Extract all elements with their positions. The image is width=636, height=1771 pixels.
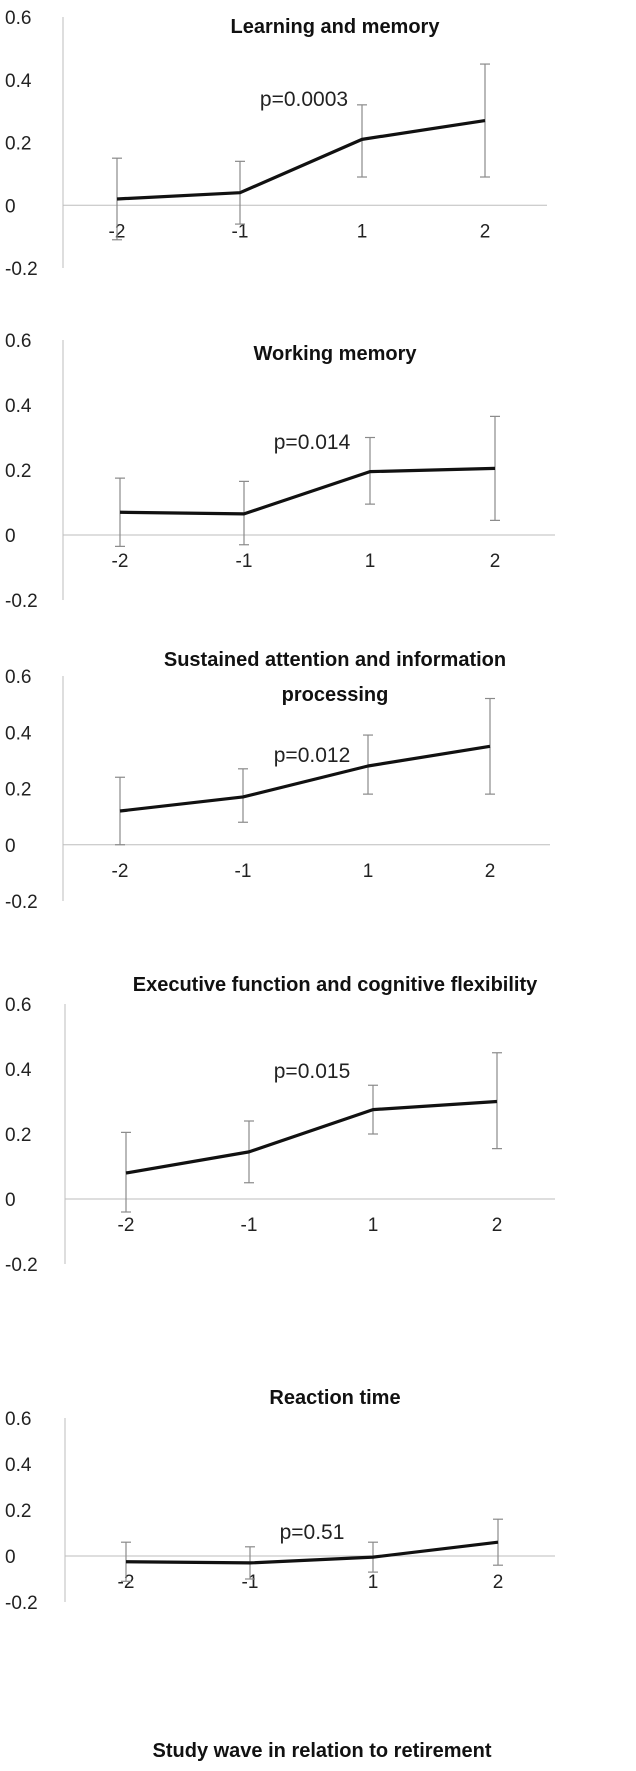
x-tick-label: -1 — [236, 551, 253, 572]
y-tick-label: -0.2 — [5, 259, 38, 280]
y-tick-label: 0.2 — [5, 1501, 31, 1522]
y-tick-label: 0.4 — [5, 396, 32, 417]
y-tick-label: 0 — [5, 526, 16, 547]
chart-panel-3: 0.6 0.4 0.2 0 -0.2 -2 -1 1 2 Sustained attention … — [5, 649, 550, 913]
x-tick-label: 2 — [490, 551, 501, 572]
y-tick-label: 0.4 — [5, 1060, 32, 1081]
x-tick-label: -2 — [118, 1215, 135, 1236]
series-line — [125, 1099, 498, 1175]
y-tick-label: 0.4 — [5, 723, 32, 744]
chart-title: Executive function and cognitive flexibi… — [133, 974, 538, 996]
p-value-annotation: p=0.014 — [274, 431, 351, 454]
series-line — [119, 744, 491, 813]
x-tick-label: 1 — [363, 861, 374, 882]
p-value-annotation: p=0.012 — [274, 744, 351, 767]
chart-title: Learning and memory — [231, 16, 441, 38]
series-line — [119, 466, 496, 516]
p-value-annotation: p=0.0003 — [260, 88, 348, 111]
chart-panel-4: 0.6 0.4 0.2 0 -0.2 -2 -1 1 2 Executive function a… — [5, 974, 555, 1276]
x-tick-label: 1 — [368, 1572, 379, 1593]
series-line — [125, 1540, 499, 1565]
chart-title: Working memory — [254, 343, 418, 365]
x-tick-label: 1 — [368, 1215, 379, 1236]
x-tick-label: -2 — [112, 861, 129, 882]
y-tick-label: 0.6 — [5, 667, 31, 688]
x-axis-title: Study wave in relation to retirement — [153, 1740, 492, 1762]
y-tick-label: 0.6 — [5, 331, 31, 352]
x-tick-label: 1 — [357, 221, 368, 242]
chart-panel-2: 0.6 0.4 0.2 0 -0.2 -2 -1 1 2 Working memory p=0.01… — [5, 331, 555, 612]
chart-title: Sustained attention and information — [164, 649, 506, 671]
x-tick-label: -2 — [118, 1572, 135, 1593]
p-value-annotation: p=0.015 — [274, 1060, 351, 1083]
x-tick-label: 1 — [365, 551, 376, 572]
p-value-annotation: p=0.51 — [280, 1521, 345, 1544]
y-tick-label: 0 — [5, 836, 16, 857]
y-tick-label: 0 — [5, 1190, 16, 1211]
x-tick-label: -1 — [235, 861, 252, 882]
y-tick-label: -0.2 — [5, 1255, 38, 1276]
y-tick-label: 0.2 — [5, 134, 31, 155]
chart-panels: 0.6 0.4 0.2 0 -0.2 -2 -1 1 2 Learning and memory p… — [5, 8, 555, 1614]
x-tick-label: -2 — [112, 551, 129, 572]
chart-panel-5: 0.6 0.4 0.2 0 -0.2 -2 -1 1 2 Reaction time p=0.51 — [5, 1387, 555, 1614]
y-tick-label: 0.6 — [5, 995, 31, 1016]
x-tick-label: 2 — [485, 861, 496, 882]
y-tick-label: 0.4 — [5, 1455, 32, 1476]
y-tick-label: 0.2 — [5, 1125, 31, 1146]
x-tick-label: 2 — [492, 1215, 503, 1236]
x-tick-label: -1 — [241, 1215, 258, 1236]
y-tick-label: 0 — [5, 1547, 16, 1568]
y-tick-label: -0.2 — [5, 1593, 38, 1614]
y-tick-label: 0 — [5, 196, 16, 217]
chart-title: processing — [282, 684, 389, 706]
y-tick-label: 0.6 — [5, 8, 31, 29]
y-tick-label: 0.6 — [5, 1409, 31, 1430]
x-tick-label: -1 — [242, 1572, 259, 1593]
y-tick-label: 0.2 — [5, 780, 31, 801]
x-tick-label: 2 — [480, 221, 491, 242]
x-tick-label: -1 — [232, 221, 249, 242]
error-bar — [492, 1052, 502, 1150]
series-line — [116, 118, 486, 201]
x-tick-label: 2 — [493, 1572, 504, 1593]
y-tick-label: 0.4 — [5, 71, 32, 92]
chart-title: Reaction time — [269, 1387, 400, 1409]
y-tick-label: 0.2 — [5, 461, 31, 482]
y-tick-label: -0.2 — [5, 591, 38, 612]
y-tick-label: -0.2 — [5, 892, 38, 913]
